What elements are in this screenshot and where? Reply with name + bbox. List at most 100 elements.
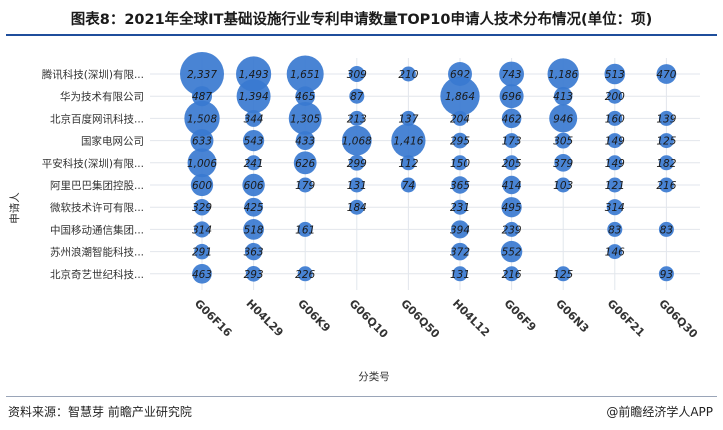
bubble	[607, 244, 623, 260]
data-label: 149	[605, 136, 625, 148]
y-tick-label: 北京百度网讯科技...	[50, 112, 144, 125]
data-label: 241	[244, 158, 264, 170]
bubble	[607, 177, 623, 193]
data-label: 83	[660, 224, 673, 236]
data-label: 414	[502, 180, 522, 192]
data-label: 1,416	[393, 136, 423, 148]
bubble	[658, 133, 674, 149]
data-label: 329	[192, 202, 212, 214]
bubble	[180, 52, 224, 96]
bubble	[658, 266, 674, 282]
x-tick-label: G06F16	[192, 297, 235, 340]
x-tick-label: G06Q50	[398, 297, 442, 341]
data-label: 305	[553, 136, 573, 148]
x-tick-label: G06F9	[501, 297, 538, 334]
data-label: 518	[244, 224, 264, 236]
bubble	[184, 100, 220, 137]
data-label: 314	[192, 224, 212, 236]
bubble	[242, 173, 265, 197]
bubble	[504, 221, 520, 237]
bubble	[607, 110, 623, 126]
y-tick-label: 阿里巴巴集团控股...	[50, 179, 144, 192]
bubble	[297, 177, 313, 193]
data-label: 1,394	[239, 91, 269, 103]
bubble	[607, 155, 623, 171]
bubble	[341, 125, 372, 156]
bubble	[504, 266, 520, 282]
x-tick-label: G06Q30	[656, 297, 700, 341]
bubble	[607, 221, 623, 237]
bubble	[553, 86, 573, 106]
bubble	[451, 176, 469, 194]
data-label: 552	[502, 247, 522, 259]
bubble	[391, 123, 426, 158]
data-label: 633	[192, 136, 212, 148]
data-label: 216	[656, 180, 676, 192]
x-tick-label: G06K9	[295, 297, 333, 335]
data-label: 1,864	[445, 91, 475, 103]
bubble	[501, 197, 522, 218]
bubble	[193, 198, 211, 216]
bubble	[555, 177, 571, 193]
data-label: 365	[450, 180, 470, 192]
footer-rule	[6, 396, 717, 397]
data-label: 184	[347, 202, 367, 214]
data-label: 74	[402, 180, 415, 192]
bubble	[452, 110, 468, 126]
bubble	[658, 110, 674, 126]
data-label: 2,337	[187, 69, 217, 81]
y-tick-label: 平安科技(深圳)有限...	[42, 157, 144, 170]
bubble	[452, 155, 468, 171]
data-label: 205	[502, 158, 522, 170]
x-tick-label: H04L29	[243, 297, 285, 339]
bubble	[243, 130, 265, 152]
data-label: 125	[656, 136, 676, 148]
bubble	[604, 63, 626, 85]
bubble	[606, 199, 623, 216]
x-tick-label: H04L12	[450, 297, 492, 339]
bubble	[348, 66, 365, 82]
y-tick-label: 北京奇艺世纪科技...	[50, 268, 144, 281]
bubble	[400, 110, 416, 126]
data-label: 83	[608, 224, 621, 236]
data-label: 462	[502, 113, 522, 125]
bubble	[348, 154, 365, 171]
data-label: 946	[553, 113, 573, 125]
bubble	[555, 266, 571, 282]
bubble	[440, 76, 480, 116]
bubble	[400, 155, 416, 171]
data-label: 131	[347, 180, 367, 192]
data-label: 112	[398, 158, 418, 170]
bubble	[499, 61, 524, 87]
bubble	[555, 132, 572, 149]
data-label: 394	[450, 224, 470, 236]
data-label: 600	[192, 180, 212, 192]
bubble	[244, 242, 263, 261]
bubble	[658, 221, 674, 237]
data-label: 150	[450, 158, 470, 170]
data-label: 121	[605, 180, 625, 192]
data-label: 160	[605, 113, 625, 125]
data-label: 626	[295, 158, 315, 170]
data-label: 1,508	[187, 113, 217, 125]
y-tick-label: 微软技术许可有限...	[50, 201, 144, 214]
bubble	[288, 101, 322, 135]
data-label: 179	[295, 180, 315, 192]
bubble	[500, 240, 523, 263]
data-label: 293	[244, 269, 264, 281]
bubble	[504, 133, 520, 149]
x-tick-label: G06N3	[553, 297, 591, 335]
data-label: 216	[502, 269, 522, 281]
data-label: 231	[450, 202, 470, 214]
bubble	[349, 199, 365, 215]
data-label: 487	[192, 91, 212, 103]
bubble	[656, 64, 677, 84]
data-label: 372	[450, 247, 470, 259]
data-label: 1,006	[187, 158, 217, 170]
bubble	[297, 221, 313, 237]
bubble	[191, 86, 213, 107]
bubble	[246, 155, 262, 171]
bubble	[400, 66, 416, 82]
bubble	[554, 153, 573, 172]
y-tick-label: 中国移动通信集团...	[50, 223, 144, 236]
